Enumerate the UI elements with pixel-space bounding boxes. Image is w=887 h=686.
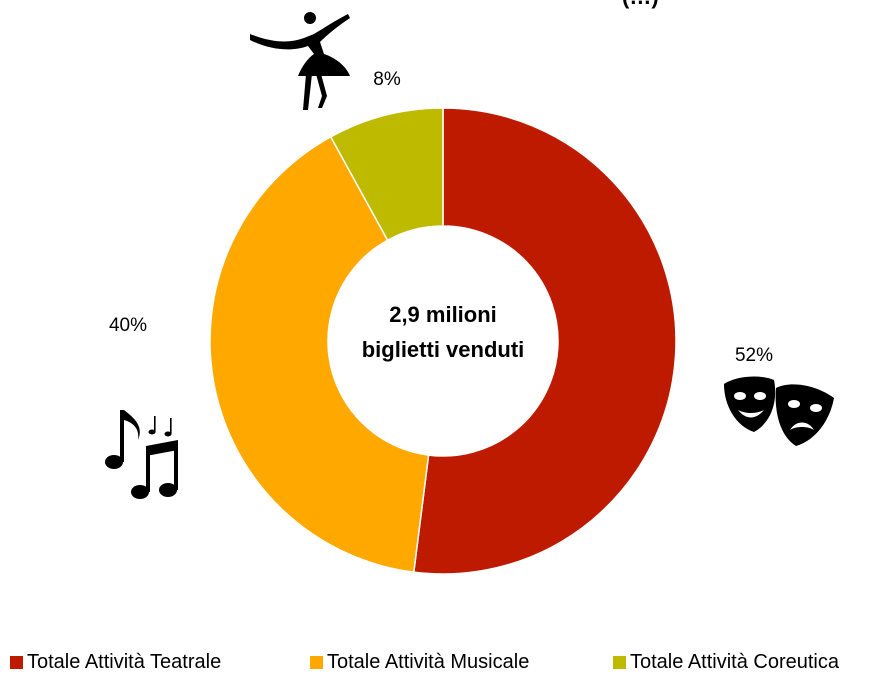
legend-item-musicale: Totale Attività Musicale	[310, 651, 529, 674]
music-notes-icon	[105, 410, 178, 499]
legend-swatch-musicale	[310, 656, 323, 669]
legend-label-coreutica: Totale Attività Coreutica	[630, 651, 839, 673]
data-label-coreutica: 8%	[373, 69, 401, 90]
legend-swatch-teatrale	[10, 656, 23, 669]
donut-slice-musicale	[209, 135, 430, 574]
donut-chart: 52% 40% 8%	[105, 12, 834, 575]
donut-slice-teatrale	[412, 107, 677, 575]
chart-title-fragment: (…)	[622, 0, 659, 10]
center-label-line1: 2,9 milioni	[389, 302, 497, 327]
ballerina-icon	[250, 12, 350, 110]
donut-slices	[209, 107, 677, 575]
legend-swatch-coreutica	[613, 656, 626, 669]
data-label-teatrale: 52%	[735, 345, 773, 366]
center-label-line2: biglietti venduti	[362, 337, 525, 362]
legend-item-coreutica: Totale Attività Coreutica	[613, 651, 839, 674]
data-label-musicale: 40%	[109, 315, 147, 336]
legend-label-teatrale: Totale Attività Teatrale	[27, 651, 222, 673]
theater-masks-icon	[724, 376, 834, 446]
data-labels: 52% 40% 8%	[109, 69, 773, 366]
chart-legend: Totale Attività Teatrale Totale Attività…	[10, 651, 887, 681]
legend-item-teatrale: Totale Attività Teatrale	[10, 651, 221, 674]
donut-slice-coreutica	[329, 107, 444, 242]
legend-label-musicale: Totale Attività Musicale	[327, 651, 530, 673]
